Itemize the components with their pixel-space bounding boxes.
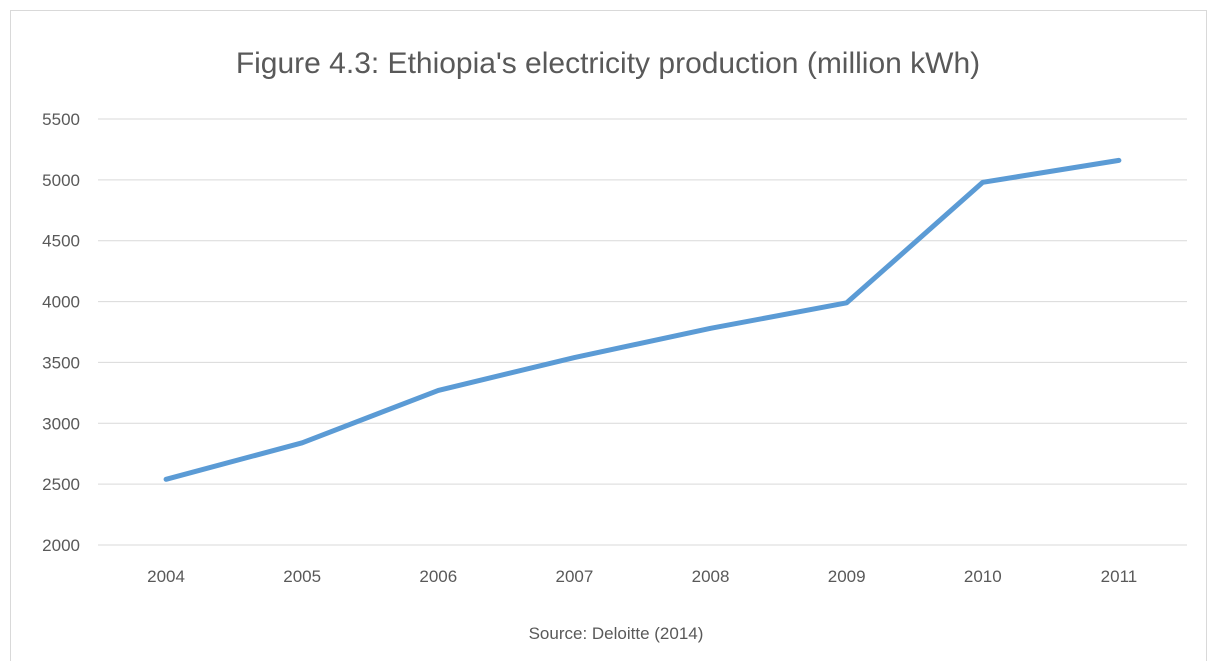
x-tick-label: 2009 (828, 567, 866, 586)
series-line-0 (163, 157, 1122, 482)
y-tick-label: 4500 (42, 232, 80, 251)
chart-title: Figure 4.3: Ethiopia's electricity produ… (236, 47, 980, 80)
y-tick-label: 5500 (42, 110, 80, 129)
x-tick-label: 2004 (147, 567, 185, 586)
x-tick-label: 2008 (692, 567, 730, 586)
y-tick-label: 2000 (42, 536, 80, 555)
y-tick-label: 5000 (42, 171, 80, 190)
series-layer (163, 157, 1122, 482)
y-tick-label: 3500 (42, 353, 80, 372)
gridlines (98, 118, 1187, 546)
y-tick-label: 4000 (42, 293, 80, 312)
x-tick-label: 2007 (556, 567, 594, 586)
x-axis-label: Source: Deloitte (2014) (529, 624, 704, 643)
y-tick-label: 3000 (42, 414, 80, 433)
y-axis-ticks: 2000 2500 3000 3500 4000 4500 5000 5500 (42, 110, 80, 555)
x-tick-label: 2010 (964, 567, 1002, 586)
x-axis-ticks: 2004 2005 2006 2007 2008 2009 2010 2011 (147, 567, 1137, 586)
x-tick-label: 2005 (283, 567, 321, 586)
x-tick-label: 2006 (419, 567, 457, 586)
x-tick-label: 2011 (1101, 567, 1138, 586)
y-tick-label: 2500 (42, 475, 80, 494)
